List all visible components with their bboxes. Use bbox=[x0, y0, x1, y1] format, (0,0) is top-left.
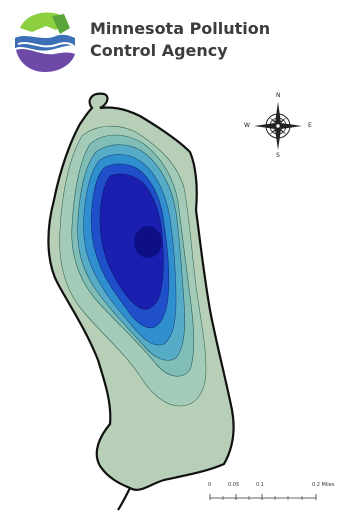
lake-bathymetry-map bbox=[47, 92, 235, 511]
scale-label-2: 0.1 bbox=[256, 482, 264, 488]
scale-label-1: 0.05 bbox=[228, 482, 240, 488]
header: Minnesota Pollution Control Agency bbox=[12, 8, 342, 74]
scale-label-0: 0 bbox=[208, 482, 212, 488]
compass-east-label: E bbox=[308, 122, 312, 129]
agency-name-line1: Minnesota Pollution bbox=[90, 19, 271, 38]
compass-rose-icon bbox=[254, 102, 302, 150]
scale-ruler bbox=[209, 494, 317, 500]
mpca-logo bbox=[13, 9, 77, 73]
compass-west-label: W bbox=[244, 122, 250, 129]
agency-name-line2: Control Agency bbox=[90, 41, 228, 60]
agency-name: Minnesota Pollution Control Agency bbox=[90, 18, 270, 62]
scale-label-3: 0.2 Miles bbox=[312, 482, 335, 488]
compass-south-label: S bbox=[276, 152, 280, 159]
deepest-zone bbox=[134, 226, 162, 258]
compass-north-label: N bbox=[276, 92, 281, 99]
scale-bar: 0 0.05 0.1 0.2 Miles bbox=[208, 482, 344, 506]
scale-labels: 0 0.05 0.1 0.2 Miles bbox=[208, 482, 344, 492]
lake-outlet bbox=[117, 487, 131, 511]
north-arrow-compass: N S E W bbox=[240, 92, 316, 160]
depth-contour-6 bbox=[99, 173, 164, 310]
